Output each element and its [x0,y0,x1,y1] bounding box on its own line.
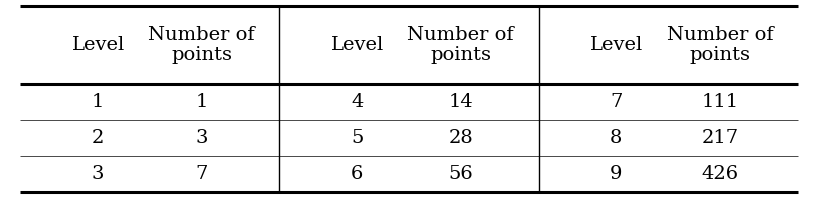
Text: 9: 9 [610,165,622,183]
Text: 7: 7 [610,93,622,111]
Text: 1: 1 [92,93,105,111]
Text: 3: 3 [92,165,105,183]
Text: Number of
points: Number of points [667,26,773,64]
Text: Level: Level [71,36,125,54]
Text: Number of
points: Number of points [407,26,515,64]
Text: 6: 6 [351,165,363,183]
Text: 7: 7 [196,165,208,183]
Text: Level: Level [590,36,643,54]
Text: 2: 2 [92,129,105,147]
Text: 8: 8 [610,129,622,147]
Text: 5: 5 [351,129,363,147]
Text: 4: 4 [351,93,363,111]
Text: Level: Level [330,36,384,54]
Text: 28: 28 [448,129,473,147]
Text: 56: 56 [448,165,473,183]
Text: 217: 217 [701,129,739,147]
Text: 111: 111 [701,93,739,111]
Text: Number of
points: Number of points [148,26,255,64]
Text: 3: 3 [196,129,208,147]
Text: 426: 426 [701,165,739,183]
Text: 14: 14 [448,93,473,111]
Text: 1: 1 [196,93,208,111]
